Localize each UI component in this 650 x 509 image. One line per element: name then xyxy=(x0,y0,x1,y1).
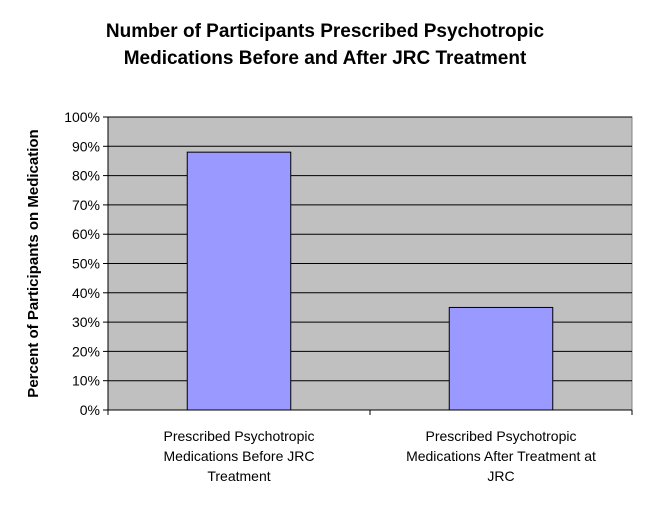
y-tick-labels: 0% 10% 20% 30% 40% 50% 60% 70% 80% 90% 100% xyxy=(64,109,108,418)
y-tick-label: 0% xyxy=(80,402,100,418)
chart-title: Number of Participants Prescribed Psycho… xyxy=(0,18,650,72)
category-label-line: Medications After Treatment at xyxy=(406,448,596,464)
y-tick-label: 50% xyxy=(72,256,100,272)
category-label: Prescribed Psychotropic Medications Befor… xyxy=(164,428,315,484)
chart-title-line-1: Number of Participants Prescribed Psycho… xyxy=(105,21,545,42)
y-tick-label: 90% xyxy=(72,138,100,154)
y-tick-label: 80% xyxy=(72,168,100,184)
category-label-line: Treatment xyxy=(207,468,270,484)
y-axis-label: Percent of Participants on Medication xyxy=(25,129,42,397)
y-tick-label: 70% xyxy=(72,197,100,213)
category-label-line: JRC xyxy=(487,468,514,484)
y-tick-label: 30% xyxy=(72,314,100,330)
y-tick-label: 10% xyxy=(72,373,100,389)
y-tick-label: 100% xyxy=(64,109,100,125)
y-tick-label: 40% xyxy=(72,285,100,301)
bar xyxy=(186,151,292,411)
y-tick-label: 20% xyxy=(72,343,100,359)
bar xyxy=(448,306,554,411)
chart-title-line-2: Medications Before and After JRC Treatme… xyxy=(123,48,527,69)
category-label: Prescribed Psychotropic Medications After… xyxy=(406,428,596,484)
category-label-line: Medications Before JRC xyxy=(164,448,315,464)
category-label-line: Prescribed Psychotropic xyxy=(164,428,315,444)
y-tick-label: 60% xyxy=(72,226,100,242)
category-labels: Prescribed Psychotropic Medications Befor… xyxy=(164,428,597,484)
bars xyxy=(186,151,554,411)
category-label-line: Prescribed Psychotropic xyxy=(426,428,577,444)
